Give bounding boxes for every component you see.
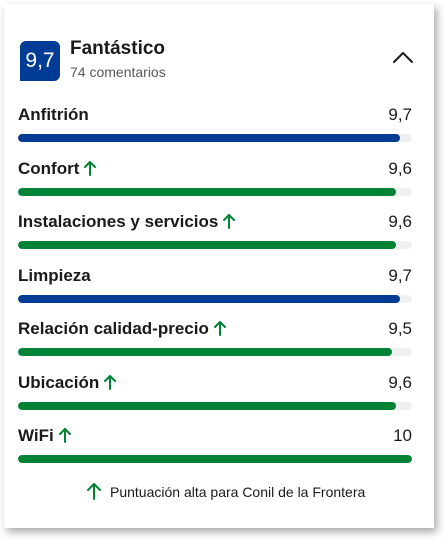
arrow-up-icon: [87, 483, 101, 500]
category-score: 9,6: [388, 372, 412, 392]
review-count: 74 comentarios: [70, 64, 166, 80]
category-label-text: WiFi: [18, 426, 54, 445]
category-label-text: Limpieza: [18, 265, 91, 285]
category-score: 10: [393, 426, 412, 445]
category-label: Instalaciones y servicios: [18, 212, 236, 232]
score-bar-fill: [18, 187, 397, 196]
category-label-text: Confort: [18, 158, 80, 178]
category-row: Anfitrión 9,7: [18, 105, 412, 145]
score-bar-track: [18, 401, 412, 410]
highlight-note: Puntuación alta para Conil de la Fronter…: [86, 482, 365, 500]
review-scores-card: 9,7 Fantástico 74 comentarios Anfitrión 9…: [4, 4, 434, 528]
score-bar-fill: [18, 455, 412, 463]
category-label: Limpieza: [18, 266, 91, 286]
arrow-up-icon: [58, 428, 71, 443]
score-bar-fill: [18, 348, 393, 356]
category-row: Ubicación 9,6: [18, 373, 412, 413]
category-label-text: Anfitrión: [18, 105, 89, 124]
overall-score-badge: 9,7: [20, 41, 60, 81]
category-score: 9,5: [388, 319, 412, 338]
score-bar-fill: [18, 134, 401, 142]
category-score: 9,6: [388, 158, 412, 178]
category-row: WiFi 10: [18, 426, 412, 466]
rating-title: Fantástico: [70, 38, 166, 59]
category-row: Limpieza 9,7: [18, 266, 412, 306]
category-label: WiFi: [18, 426, 72, 446]
score-bar-track: [18, 455, 412, 463]
category-label: Anfitrión: [18, 105, 89, 125]
category-score: 9,6: [388, 212, 412, 231]
highlight-note-text: Puntuación alta para Conil de la Fronter…: [110, 484, 366, 500]
score-bar-track: [18, 134, 412, 142]
arrow-up-icon: [223, 214, 236, 229]
score-bar-fill: [18, 294, 401, 303]
chevron-up-icon: [393, 52, 413, 63]
score-bar-fill: [18, 401, 397, 410]
category-row: Instalaciones y servicios 9,6: [18, 212, 412, 252]
category-score: 9,7: [388, 265, 412, 285]
category-score: 9,7: [388, 105, 412, 124]
category-label: Confort: [18, 159, 97, 179]
category-label-text: Relación calidad-precio: [18, 319, 209, 338]
category-row: Confort 9,6: [18, 159, 412, 199]
score-bar-track: [18, 348, 412, 356]
collapse-button[interactable]: [390, 45, 416, 71]
arrow-up-icon: [84, 160, 97, 176]
category-label: Ubicación: [18, 373, 117, 393]
arrow-up-icon: [213, 321, 226, 336]
arrow-up-icon: [104, 374, 117, 390]
category-label-text: Instalaciones y servicios: [18, 212, 219, 231]
score-bar-track: [18, 294, 412, 303]
review-summary-header[interactable]: 9,7 Fantástico 74 comentarios: [20, 35, 418, 85]
score-bar-track: [18, 187, 412, 196]
score-bar-fill: [18, 241, 397, 249]
category-label-text: Ubicación: [18, 372, 100, 392]
category-label: Relación calidad-precio: [18, 319, 227, 339]
category-row: Relación calidad-precio 9,5: [18, 319, 412, 359]
score-bar-track: [18, 241, 412, 249]
